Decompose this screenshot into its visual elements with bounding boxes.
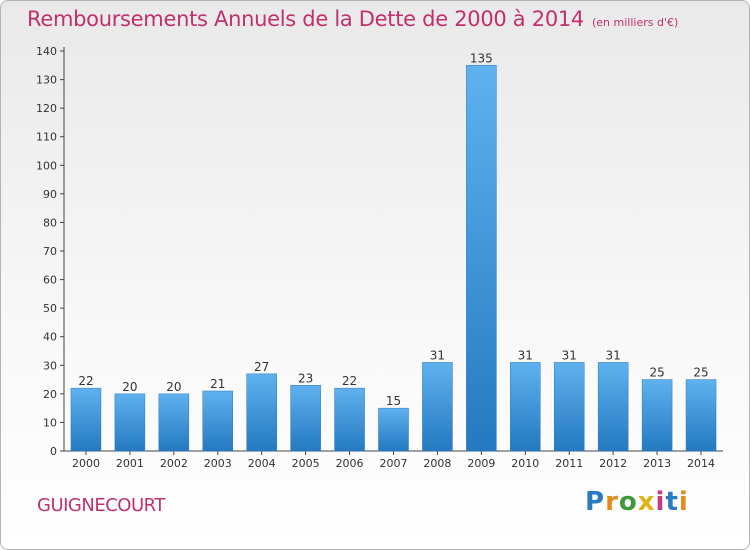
value-label-2006: 22 <box>342 374 357 388</box>
bar-2004 <box>246 373 277 452</box>
value-label-2011: 31 <box>562 348 577 362</box>
y-tick-label: 20 <box>43 388 57 401</box>
bar-2003 <box>202 390 234 452</box>
value-label-2007: 15 <box>386 394 401 408</box>
value-label-2012: 31 <box>606 348 621 362</box>
bar-2001 <box>114 393 146 452</box>
bar-2013 <box>641 379 673 452</box>
bar-2014 <box>685 379 717 452</box>
y-axis: 0 10 20 30 40 50 60 70 80 90 100 110 120 130 140 <box>36 45 65 458</box>
commune-name: GUIGNECOURT <box>37 495 165 516</box>
x-tick-label-2000: 2000 <box>72 457 100 470</box>
y-tick-label: 60 <box>43 274 57 287</box>
bar-2011 <box>553 362 585 452</box>
value-label-2008: 31 <box>430 348 445 362</box>
bar-2006 <box>334 387 365 452</box>
value-label-2002: 20 <box>166 380 181 394</box>
x-tick-label-2006: 2006 <box>336 457 364 470</box>
bar-2009 <box>466 65 497 452</box>
chart-title: Remboursements Annuels de la Dette de 20… <box>27 7 678 31</box>
value-label-2003: 21 <box>210 377 225 391</box>
y-tick-label: 90 <box>43 188 57 201</box>
bar-2012 <box>597 362 629 452</box>
y-tick-label: 80 <box>43 216 57 229</box>
x-tick-label-2009: 2009 <box>467 457 495 470</box>
value-label-2014: 25 <box>693 366 708 380</box>
x-tick-label-2004: 2004 <box>248 457 276 470</box>
unit-note: (en milliers d'€) <box>592 16 679 29</box>
y-tick-label: 0 <box>50 445 57 458</box>
x-tick-label-2013: 2013 <box>643 457 671 470</box>
x-axis: 2000 2001 2002 2003 2004 2005 2006 2007 2008 2009… <box>64 450 723 470</box>
x-tick-label-2003: 2003 <box>204 457 232 470</box>
x-tick-label-2008: 2008 <box>423 457 451 470</box>
y-tick-label: 70 <box>43 245 57 258</box>
value-label-2009: 135 <box>470 51 493 65</box>
chart-title-text: Remboursements Annuels de la Dette de 20… <box>27 7 584 31</box>
bar-2010 <box>510 362 541 452</box>
y-tick-label: 40 <box>43 331 57 344</box>
y-tick-label: 130 <box>36 74 57 87</box>
x-tick-label-2005: 2005 <box>292 457 320 470</box>
x-tick-label-2001: 2001 <box>116 457 144 470</box>
y-tick-label: 50 <box>43 302 57 315</box>
x-tick-label-2010: 2010 <box>511 457 539 470</box>
y-tick-label: 100 <box>36 159 57 172</box>
bar-2002 <box>158 393 190 452</box>
value-label-2001: 20 <box>122 380 137 394</box>
x-tick-label-2012: 2012 <box>599 457 627 470</box>
y-tick-label: 110 <box>36 131 57 144</box>
y-tick-label: 10 <box>43 416 57 429</box>
bar-2008 <box>422 362 453 452</box>
bars <box>70 65 717 452</box>
x-tick-label-2014: 2014 <box>687 457 715 470</box>
value-label-2004: 27 <box>254 360 269 374</box>
bar-2000 <box>70 387 102 452</box>
bar-2007 <box>378 407 409 452</box>
value-label-2010: 31 <box>518 348 533 362</box>
bar-2005 <box>290 385 321 452</box>
value-label-2005: 23 <box>298 371 313 385</box>
y-tick-label: 140 <box>36 45 57 58</box>
x-tick-label-2007: 2007 <box>380 457 408 470</box>
x-tick-label-2002: 2002 <box>160 457 188 470</box>
value-label-2000: 22 <box>78 374 93 388</box>
proxiti-logo: Proxiti <box>585 487 689 517</box>
y-tick-label: 30 <box>43 359 57 372</box>
x-tick-label-2011: 2011 <box>555 457 583 470</box>
value-label-2013: 25 <box>649 366 664 380</box>
value-labels: 22 20 20 21 27 23 22 15 31 135 31 31 31 25 25 <box>78 51 708 408</box>
y-tick-label: 120 <box>36 102 57 115</box>
